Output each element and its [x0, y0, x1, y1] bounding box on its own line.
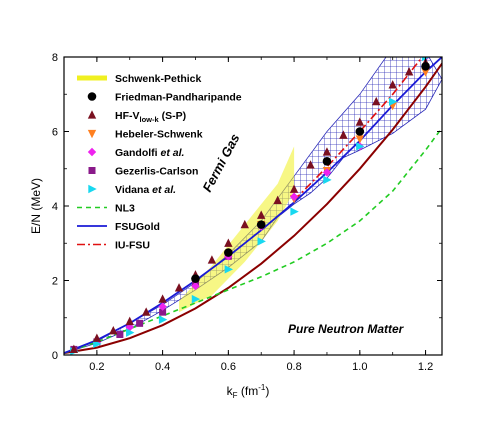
nl3-curve [64, 127, 442, 354]
vidana-point [257, 237, 266, 246]
hf-point [69, 344, 79, 354]
pure-neutron-matter-annotation: Pure Neutron Matter [288, 322, 405, 336]
hf-point [158, 294, 167, 303]
vidana-point [388, 97, 398, 106]
hf-point [355, 117, 365, 126]
gandolfi-point [191, 281, 200, 291]
legend-item-schwenk: Schwenk-Pethick [77, 73, 202, 85]
vidana-point [158, 315, 168, 324]
legend-marker [88, 167, 96, 174]
legend-marker [87, 110, 97, 119]
gc-point [136, 319, 144, 327]
hf-point [289, 184, 299, 193]
gandolfi-point [158, 302, 167, 311]
legend-label: Vidana et al. [115, 184, 176, 196]
legend-label: Hebeler-Schwenk [115, 129, 203, 141]
vidana-point [191, 294, 201, 304]
x-tick-label: 0.6 [221, 361, 236, 373]
fermi-gas-curve [64, 61, 442, 355]
fp-point [256, 220, 266, 229]
hf-point [404, 67, 414, 76]
hf-point [273, 195, 282, 205]
hf-point [109, 325, 118, 335]
hf-point [92, 333, 102, 342]
legend-item-fp: Friedman-Pandharipande [87, 92, 242, 104]
legend-label: Gezerlis-Carlson [115, 166, 198, 178]
hf-series [69, 57, 430, 354]
legend-item-gandolfi: Gandolfi et al. [87, 147, 185, 159]
legend-label: NL3 [115, 203, 135, 215]
hf-point [306, 160, 315, 169]
vidana-point [126, 328, 135, 337]
legend-marker [87, 147, 97, 157]
hf-point [339, 130, 348, 139]
gandolfi-point [289, 192, 299, 201]
hf-point [224, 238, 233, 247]
x-tick-label: 1.2 [418, 361, 433, 373]
axis-ticks: 0.2 0.4 0.6 0.8 1.0 1.2 0 2 4 6 8 [52, 52, 442, 373]
legend-item-hf: HF-Vlow-k (S-P) [87, 110, 186, 124]
data-points [69, 57, 431, 355]
legend-label: Gandolfi et al. [115, 147, 185, 159]
legend-marker [87, 129, 97, 139]
legend-item-gc: Gezerlis-Carlson [88, 166, 198, 178]
legend-item-hs: Hebeler-Schwenk [87, 129, 203, 141]
x-tick-label: 0.4 [155, 361, 170, 373]
hf-point [174, 283, 184, 292]
legend-marker [87, 92, 97, 101]
legend-label: HF-Vlow-k (S-P) [115, 110, 186, 124]
fp-series [191, 62, 430, 283]
vidana-point [356, 142, 365, 151]
legend-marker [88, 184, 97, 194]
vidana-point [224, 265, 234, 274]
y-tick-label: 4 [52, 201, 58, 213]
x-axis-label: kF (fm-1) [227, 383, 270, 400]
hf-point [322, 147, 332, 156]
vidana-point [290, 207, 299, 216]
legend: Schwenk-Pethick Friedman-Pandharipande HF-… [77, 73, 242, 252]
y-axis-label: E/N (MeV) [29, 178, 43, 234]
fp-point [191, 274, 200, 283]
hf-point [141, 307, 151, 316]
legend-item-fsugold: FSUGold [77, 221, 160, 233]
fp-point [224, 248, 233, 257]
hf-point [257, 210, 266, 219]
hf-point [240, 219, 249, 229]
fermi-gas-annotation: Fermi Gas [199, 131, 242, 194]
hf-point [388, 80, 397, 89]
x-tick-label: 1.0 [352, 361, 367, 373]
legend-label: Schwenk-Pethick [115, 73, 202, 85]
gc-point [159, 308, 167, 316]
hs-point [355, 135, 365, 144]
iufsu-curve [293, 57, 423, 201]
fp-point [421, 62, 430, 71]
y-tick-label: 0 [52, 350, 58, 362]
y-tick-label: 2 [52, 276, 58, 288]
hf-point [125, 316, 134, 326]
legend-label: FSUGold [115, 221, 160, 233]
legend-item-iufsu: IU-FSU [77, 240, 150, 252]
hf-point [372, 96, 381, 106]
y-tick-label: 6 [52, 127, 58, 139]
x-tick-label: 0.2 [89, 361, 104, 373]
hf-point [207, 255, 217, 264]
legend-item-vidana: Vidana et al. [88, 184, 176, 196]
fp-point [355, 127, 365, 136]
legend-label: IU-FSU [115, 240, 150, 252]
gandolfi-point [322, 168, 332, 177]
y-tick-label: 8 [52, 52, 58, 64]
plot-area [64, 57, 442, 355]
x-tick-label: 0.8 [286, 361, 301, 373]
vidana-point [323, 175, 332, 185]
gc-series [70, 252, 232, 353]
fp-point [322, 157, 332, 166]
hs-point [421, 68, 430, 77]
legend-item-nl3: NL3 [77, 203, 135, 215]
gc-point [116, 331, 124, 339]
legend-label: Friedman-Pandharipande [115, 92, 242, 104]
